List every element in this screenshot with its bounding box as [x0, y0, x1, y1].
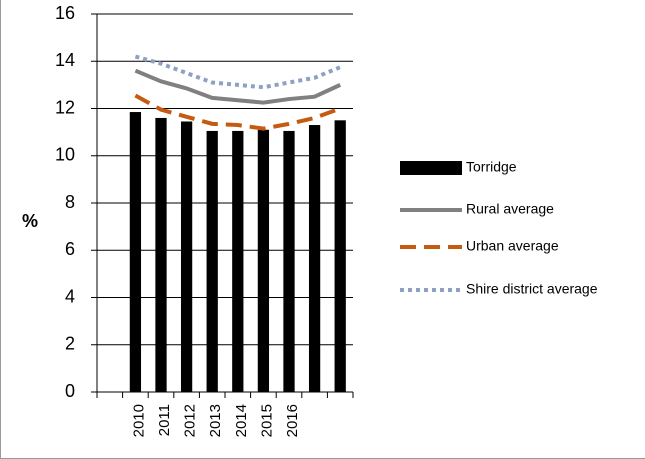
bar: [257, 129, 270, 392]
bar: [308, 125, 321, 392]
y-tick-label: 10: [55, 145, 75, 165]
x-tick-label: 2014: [233, 404, 250, 437]
line: [134, 54, 341, 90]
x-tick-label: 2010: [130, 404, 147, 437]
bar: [180, 121, 193, 393]
bar: [206, 130, 218, 392]
y-tick-label: 16: [55, 3, 75, 23]
legend-label: Urban average: [466, 238, 559, 254]
bar: [232, 130, 244, 392]
y-tick-label: 12: [55, 97, 75, 117]
bar: [283, 130, 295, 392]
x-tick-label: 2013: [207, 404, 224, 437]
bar: [334, 120, 346, 392]
y-tick-label: 0: [65, 381, 75, 401]
legend-label: Torridge: [466, 159, 517, 175]
y-axis-label: %: [22, 211, 38, 231]
y-tick-label: 4: [65, 286, 75, 306]
legend-label: Rural average: [466, 201, 554, 217]
y-tick-label: 2: [65, 334, 75, 354]
x-tick-label: 2015: [258, 404, 275, 437]
x-tick-label: 2012: [182, 404, 199, 437]
x-tick-label: 2016: [284, 404, 301, 437]
y-tick-label: 14: [55, 50, 75, 70]
legend-label: Shire district average: [466, 281, 598, 297]
x-tick-label: 2011: [156, 404, 173, 436]
line: [134, 93, 341, 131]
line: [134, 68, 342, 105]
legend-swatch: [400, 161, 462, 175]
y-tick-label: 8: [65, 192, 75, 212]
y-tick-label: 6: [65, 239, 75, 259]
bar: [155, 117, 167, 392]
bar: [129, 112, 142, 392]
